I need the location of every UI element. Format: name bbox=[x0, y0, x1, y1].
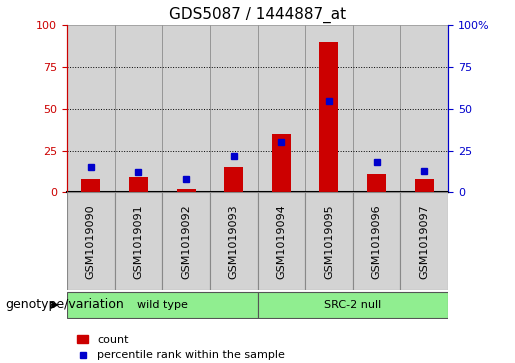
Text: SRC-2 null: SRC-2 null bbox=[324, 300, 382, 310]
Text: GSM1019091: GSM1019091 bbox=[133, 204, 143, 279]
Text: GSM1019092: GSM1019092 bbox=[181, 204, 191, 279]
Bar bbox=[224, 167, 243, 192]
Bar bbox=[129, 178, 148, 192]
Text: genotype/variation: genotype/variation bbox=[5, 298, 124, 311]
Text: GSM1019090: GSM1019090 bbox=[86, 204, 96, 279]
Bar bbox=[401, 25, 448, 192]
Bar bbox=[81, 179, 100, 192]
Text: GSM1019097: GSM1019097 bbox=[419, 204, 429, 279]
Text: GSM1019095: GSM1019095 bbox=[324, 204, 334, 279]
Bar bbox=[258, 292, 448, 318]
Bar bbox=[401, 192, 448, 290]
Bar bbox=[114, 25, 162, 192]
Bar bbox=[353, 25, 401, 192]
Bar bbox=[210, 192, 258, 290]
Bar bbox=[114, 192, 162, 290]
Text: GSM1019093: GSM1019093 bbox=[229, 204, 238, 279]
Bar bbox=[162, 192, 210, 290]
Bar bbox=[305, 192, 353, 290]
Bar bbox=[162, 25, 210, 192]
Text: wild type: wild type bbox=[137, 300, 187, 310]
Text: GSM1019094: GSM1019094 bbox=[277, 204, 286, 279]
Bar bbox=[258, 192, 305, 290]
Bar bbox=[415, 179, 434, 192]
Bar bbox=[353, 192, 401, 290]
Bar bbox=[67, 292, 258, 318]
Bar bbox=[177, 189, 196, 192]
Title: GDS5087 / 1444887_at: GDS5087 / 1444887_at bbox=[169, 7, 346, 23]
Text: GSM1019096: GSM1019096 bbox=[372, 204, 382, 279]
Bar bbox=[319, 42, 338, 192]
Bar bbox=[367, 174, 386, 192]
Bar bbox=[272, 134, 291, 192]
Legend: count, percentile rank within the sample: count, percentile rank within the sample bbox=[73, 330, 289, 363]
Bar bbox=[67, 192, 115, 290]
Bar bbox=[305, 25, 353, 192]
Bar bbox=[67, 25, 115, 192]
Bar bbox=[258, 25, 305, 192]
Bar bbox=[210, 25, 258, 192]
